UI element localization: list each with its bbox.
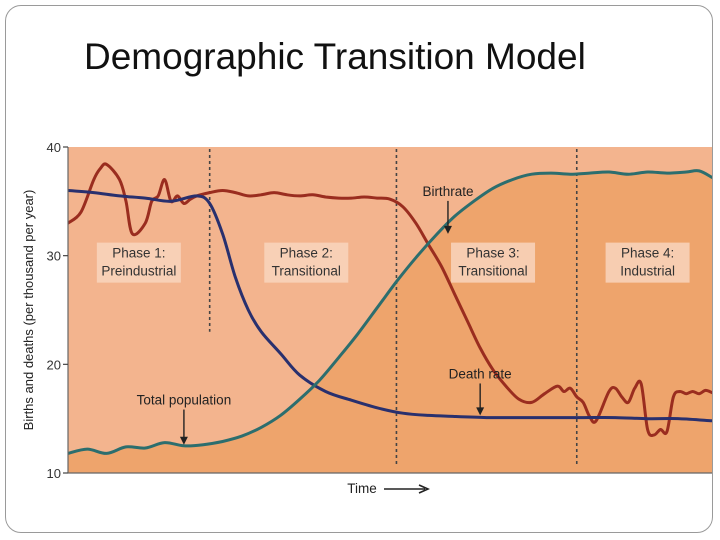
phase-subtitle: Transitional [272,264,341,279]
phase-label-box [96,242,181,283]
arrowhead-icon [443,225,452,234]
slide-title: Demographic Transition Model [84,36,586,77]
phase-subtitle: Transitional [458,264,527,279]
phase-label: Phase 4: Industrial [605,242,690,283]
total-population-annotation: Total population [137,393,232,445]
y-axis-label: Births and deaths (per thousand per year… [21,190,36,431]
phase-name: Phase 2: [280,246,333,261]
phase-label: Phase 3: Transitional [451,242,536,283]
y-tick-label: 20 [47,357,61,372]
annotation-label: Birthrate [422,184,473,199]
birthrate-annotation: Birthrate [422,184,473,234]
y-tick-label: 40 [47,140,61,155]
death-rate-line [68,189,712,423]
phase-name: Phase 3: [466,246,519,261]
annotation-label: Total population [137,393,232,408]
phase-name: Phase 1: [112,246,165,261]
total-population-line [68,169,712,455]
phase-label: Phase 1: Preindustrial [96,242,181,283]
y-tick-label: 30 [47,249,61,264]
phase-label-box [451,242,536,283]
phase-name: Phase 4: [621,246,674,261]
phase-subtitle: Industrial [620,264,675,279]
time-arrow-icon [384,484,430,494]
arrowhead-icon [476,407,485,416]
x-axis-label: Time [347,481,377,496]
population-area-fill [68,170,712,473]
phase-subtitle: Preindustrial [101,264,176,279]
phase-label: Phase 2: Transitional [264,242,349,283]
phase-label-box [264,242,349,283]
death-rate-annotation: Death rate [449,366,512,416]
phase-label-box [605,242,690,283]
birthrate-line [68,162,712,437]
arrowhead-icon [179,436,188,445]
annotation-label: Death rate [449,366,512,381]
y-tick-label: 10 [47,466,61,481]
